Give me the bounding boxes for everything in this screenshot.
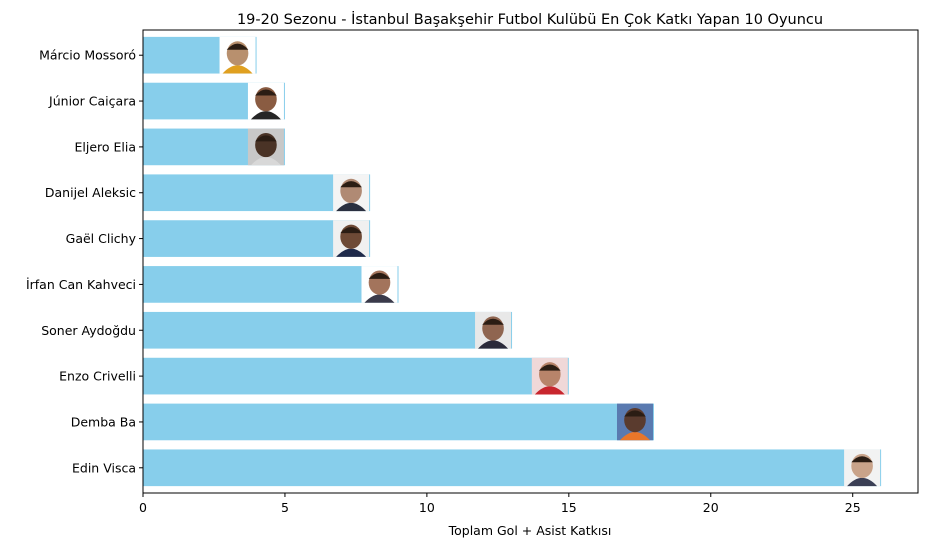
player-avatar — [247, 128, 284, 166]
y-tick-label: Gaël Clichy — [66, 231, 137, 246]
x-axis: 0 5 10 15 20 25 — [139, 493, 861, 515]
y-tick-label: Edin Visca — [72, 460, 136, 475]
bar — [143, 174, 371, 212]
avatars-group — [219, 36, 881, 487]
y-tick-label: Márcio Mossoró — [39, 48, 136, 63]
y-tick-label: Soner Aydoğdu — [41, 323, 136, 338]
y-tick-label: İrfan Can Kahveci — [26, 277, 136, 292]
player-avatar — [844, 449, 881, 487]
x-tick-label: 10 — [419, 500, 435, 515]
x-axis-label: Toplam Gol + Asist Katkısı — [448, 523, 612, 538]
player-avatar — [333, 220, 370, 257]
y-tick-label: Júnior Caiçara — [48, 94, 136, 109]
player-avatar — [247, 82, 284, 120]
player-avatar — [531, 357, 568, 395]
x-tick-label: 20 — [703, 500, 719, 515]
bar — [143, 220, 371, 257]
y-tick-label: Danijel Aleksic — [45, 185, 136, 200]
x-tick-label: 0 — [139, 500, 147, 515]
bar — [143, 403, 654, 441]
bar — [143, 266, 399, 303]
bars-group — [143, 36, 882, 487]
x-tick-label: 5 — [281, 500, 289, 515]
plot-frame — [142, 29, 919, 494]
bar — [143, 357, 569, 395]
chart-title: 19-20 Sezonu - İstanbul Başakşehir Futbo… — [237, 10, 823, 28]
bar — [143, 449, 882, 487]
x-tick-label: 25 — [845, 500, 861, 515]
player-avatar — [333, 174, 370, 212]
y-axis: Edin Visca Demba Ba Enzo Crivelli Soner Ayd… — [26, 48, 143, 475]
player-avatar — [219, 36, 256, 74]
player-avatar — [361, 266, 398, 303]
bar — [143, 311, 513, 349]
player-avatar — [475, 311, 512, 349]
y-tick-label: Demba Ba — [71, 414, 136, 429]
player-avatar — [616, 403, 653, 441]
y-tick-label: Enzo Crivelli — [59, 369, 136, 384]
y-tick-label: Eljero Elia — [74, 139, 136, 154]
x-tick-label: 15 — [561, 500, 577, 515]
